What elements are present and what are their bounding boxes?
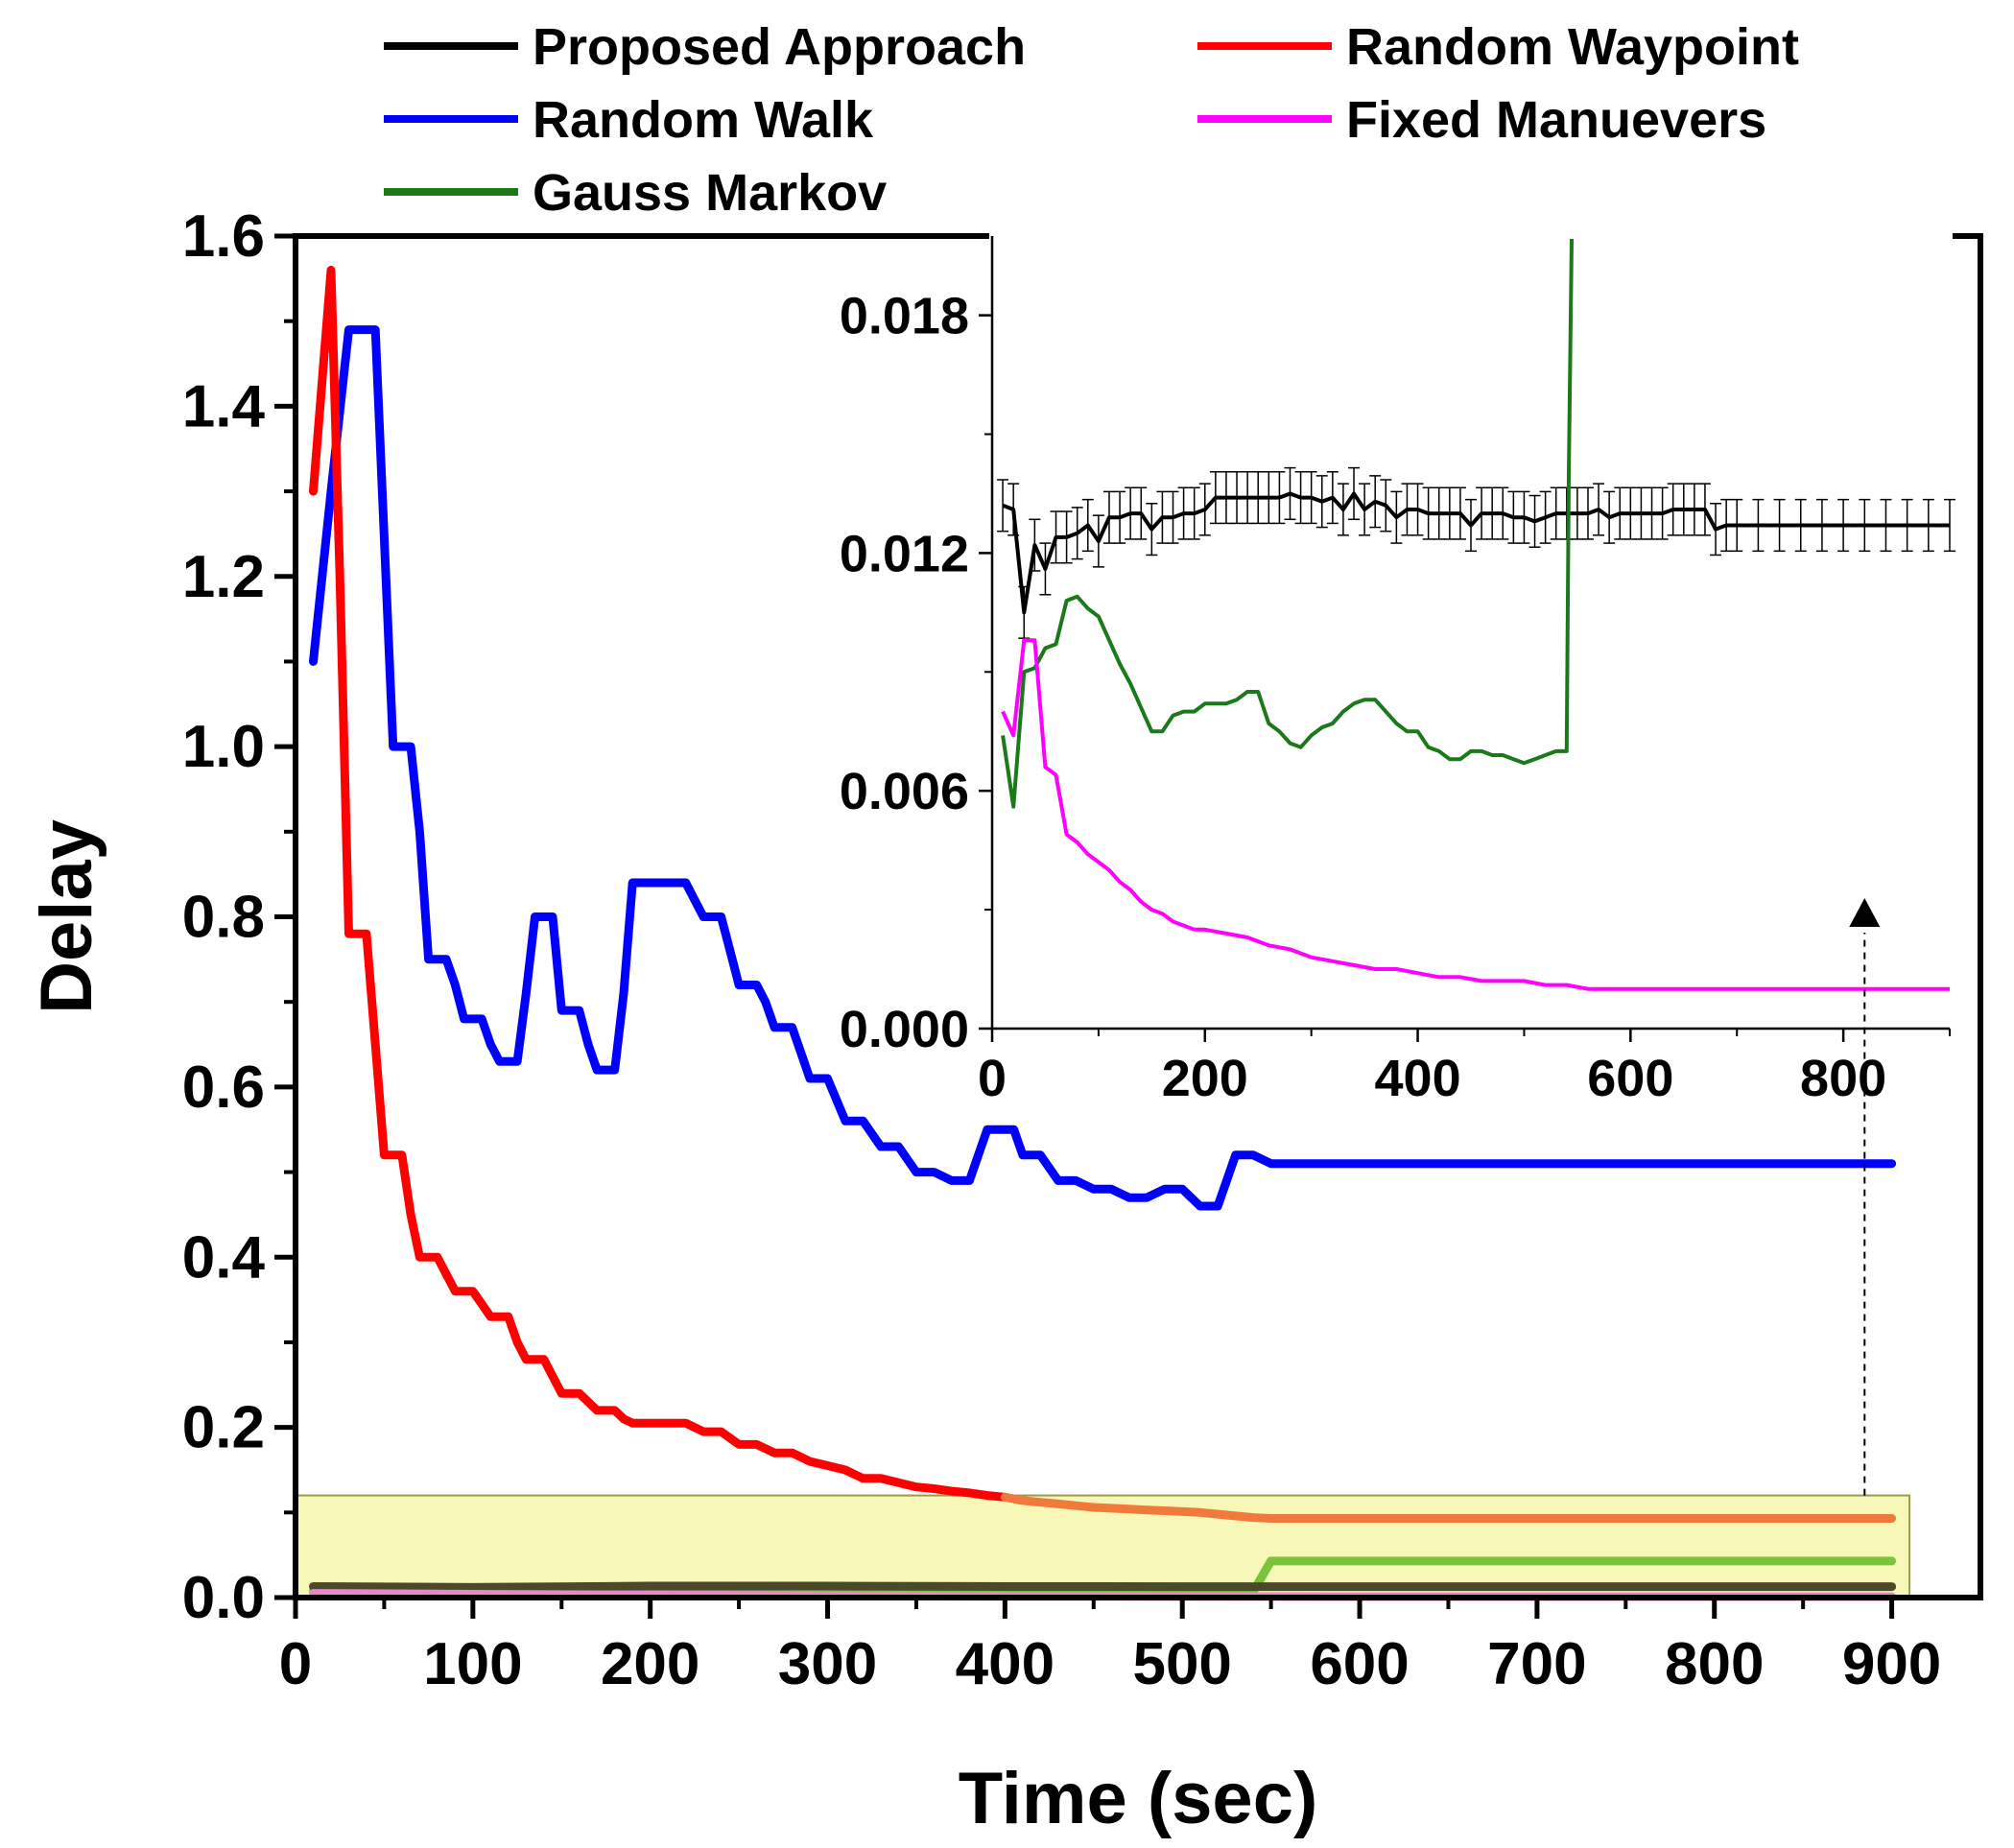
x-tick-label: 600: [1310, 1631, 1409, 1697]
series-line-random-waypoint-highlighted: [1000, 1492, 1897, 1523]
y-tick-label: 0.2: [182, 1395, 265, 1461]
series-line-random-waypoint: [309, 266, 1009, 1502]
x-axis-title: Time (sec): [959, 1758, 1318, 1839]
series-line-random-walk: [309, 325, 1897, 1211]
y-tick-label: 1.6: [182, 203, 265, 270]
y-tick-label: 0.6: [182, 1054, 265, 1121]
inset-x-tick-label: 200: [1162, 1050, 1248, 1107]
x-tick-label: 200: [601, 1631, 699, 1697]
inset-x-tick-label: 400: [1375, 1050, 1461, 1107]
highlight-region-layer: [295, 1494, 1911, 1599]
x-tick-label: 900: [1842, 1631, 1941, 1697]
x-tick-label: 0: [279, 1631, 312, 1697]
legend-item-fixed-manuevers: Fixed Manuevers: [1197, 91, 1766, 149]
legend-label: Random Waypoint: [1346, 18, 1799, 76]
y-tick-label: 0.4: [182, 1224, 266, 1291]
inset-y-tick-label: 0.006: [840, 763, 969, 820]
legend-label: Fixed Manuevers: [1346, 91, 1766, 149]
legend-label: Gauss Markov: [533, 164, 887, 222]
x-tick-label: 500: [1132, 1631, 1231, 1697]
legend-item-random-waypoint: Random Waypoint: [1197, 18, 1799, 76]
x-tick-label: 100: [423, 1631, 522, 1697]
inset-series-fixed-manuevers: [1001, 638, 1950, 991]
inset-x-tick-label: 800: [1800, 1050, 1886, 1107]
inset-series-line-proposed-approach: [1002, 491, 1950, 615]
inset-series-gauss-markov: [1001, 216, 1575, 809]
inset-pointer-arrowhead: [1849, 898, 1881, 927]
x-tick-label: 700: [1487, 1631, 1586, 1697]
inset-y-tick-label: 0.012: [840, 525, 969, 582]
legend-item-proposed-approach: Proposed Approach: [384, 18, 1026, 76]
inset-top-mask: [989, 173, 1953, 239]
inset-series-line-gauss-markov: [1001, 216, 1575, 809]
y-tick-label: 1.4: [182, 373, 266, 439]
inset-series-proposed-approach: [997, 466, 1955, 639]
legend-item-random-walk: Random Walk: [384, 91, 874, 149]
x-tick-label: 300: [778, 1631, 877, 1697]
legend-label: Proposed Approach: [533, 18, 1026, 76]
inset-series-line-fixed-manuevers: [1001, 638, 1950, 991]
inset-y-tick-label: 0.000: [840, 1001, 969, 1058]
inset-y-tick-label: 0.018: [840, 288, 969, 345]
y-axis-title: Delay: [26, 819, 107, 1014]
legend-label: Random Walk: [533, 91, 874, 149]
y-tick-label: 0.0: [182, 1565, 265, 1631]
x-tick-label: 400: [956, 1631, 1054, 1697]
inset-x-tick-label: 0: [978, 1050, 1007, 1107]
y-tick-label: 1.0: [182, 714, 265, 780]
inset-layer: 0 200 400 600 800 0.000 0.006 0.012 0.018: [840, 173, 1955, 1496]
x-tick-label: 800: [1665, 1631, 1764, 1697]
highlight-region: [295, 1494, 1911, 1599]
y-tick-label: 0.8: [182, 885, 265, 951]
inset-x-tick-label: 600: [1587, 1050, 1673, 1107]
legend-item-gauss-markov: Gauss Markov: [384, 164, 887, 222]
legend: Proposed Approach Random Waypoint Random W…: [384, 18, 1799, 222]
y-tick-label: 1.2: [182, 544, 265, 610]
inset-background: [992, 236, 1950, 1029]
series-line-proposed-approach-highlighted: [309, 1581, 1897, 1592]
main-tick-layer: 0 100 200 300 400 500 600 700 800 900 0.0 0.2 0.4 0.6…: [182, 203, 1942, 1697]
